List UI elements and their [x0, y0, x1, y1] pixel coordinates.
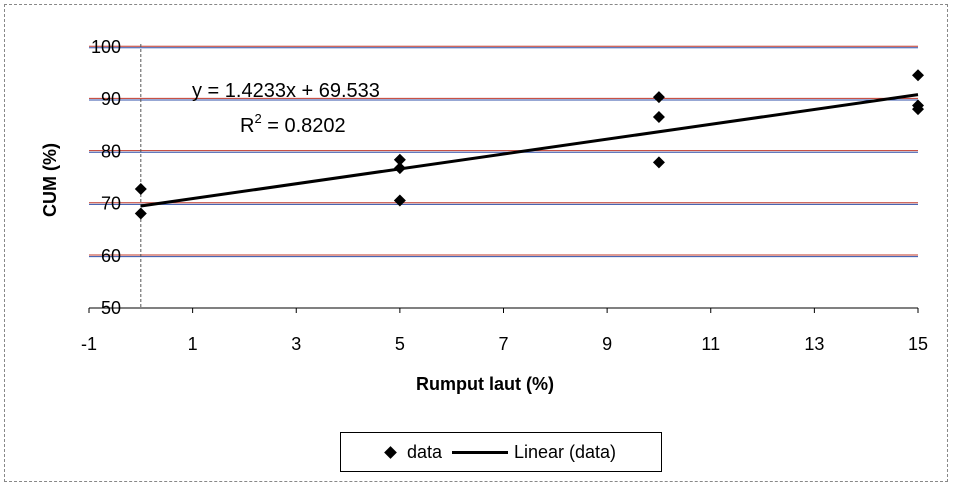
x-tick-label-1: 1	[188, 334, 198, 354]
data-point-2	[393, 153, 406, 166]
data-point-1	[134, 207, 147, 220]
r-squared: R2 = 0.8202	[240, 111, 346, 137]
y-tick-label-60: 60	[101, 246, 121, 266]
trendline-layer	[140, 93, 919, 208]
trend-equation: y = 1.4233x + 69.533	[192, 80, 380, 102]
legend: data Linear (data)	[340, 432, 662, 472]
data-point-4	[393, 194, 406, 207]
y-tick-label-70: 70	[101, 194, 121, 214]
x-tick-label-9: 9	[602, 334, 612, 354]
legend-item-linear: Linear (data)	[451, 441, 617, 463]
r-squared-sup: 2	[254, 111, 261, 126]
line-marker-icon	[451, 450, 508, 454]
x-tick-label--1: -1	[81, 334, 97, 354]
x-tick-label-13: 13	[804, 334, 824, 354]
data-point-8	[912, 69, 924, 82]
x-tick-label-15: 15	[908, 334, 928, 354]
y-axis-title: CUM (%)	[40, 143, 60, 217]
chart-frame	[4, 4, 948, 482]
r-squared-value: = 0.8202	[262, 115, 346, 137]
r-squared-prefix: R	[240, 115, 254, 137]
data-point-6	[652, 110, 665, 123]
legend-label-linear: Linear (data)	[513, 441, 617, 462]
data-point-10	[912, 103, 924, 116]
grid-layer	[89, 45, 918, 258]
data-point-5	[652, 91, 665, 104]
data-point-3	[393, 162, 406, 175]
legend-item-data: data	[384, 441, 442, 463]
data-point-0	[134, 182, 147, 195]
diamond-marker-icon	[384, 445, 397, 459]
x-tick-label-3: 3	[291, 334, 301, 354]
axis-layer	[88, 44, 919, 313]
points-layer	[134, 69, 924, 220]
y-tick-label-100: 100	[91, 37, 121, 57]
y-tick-label-90: 90	[101, 89, 121, 109]
y-tick-label-50: 50	[101, 298, 121, 318]
y-tick-label-80: 80	[101, 141, 121, 161]
trendline	[140, 93, 919, 208]
x-tick-label-11: 11	[701, 334, 720, 354]
x-axis-title: Rumput laut (%)	[416, 374, 554, 394]
x-tick-label-7: 7	[498, 334, 508, 354]
x-tick-label-5: 5	[395, 334, 405, 354]
legend-label-data: data	[406, 441, 442, 462]
data-point-7	[652, 156, 665, 169]
